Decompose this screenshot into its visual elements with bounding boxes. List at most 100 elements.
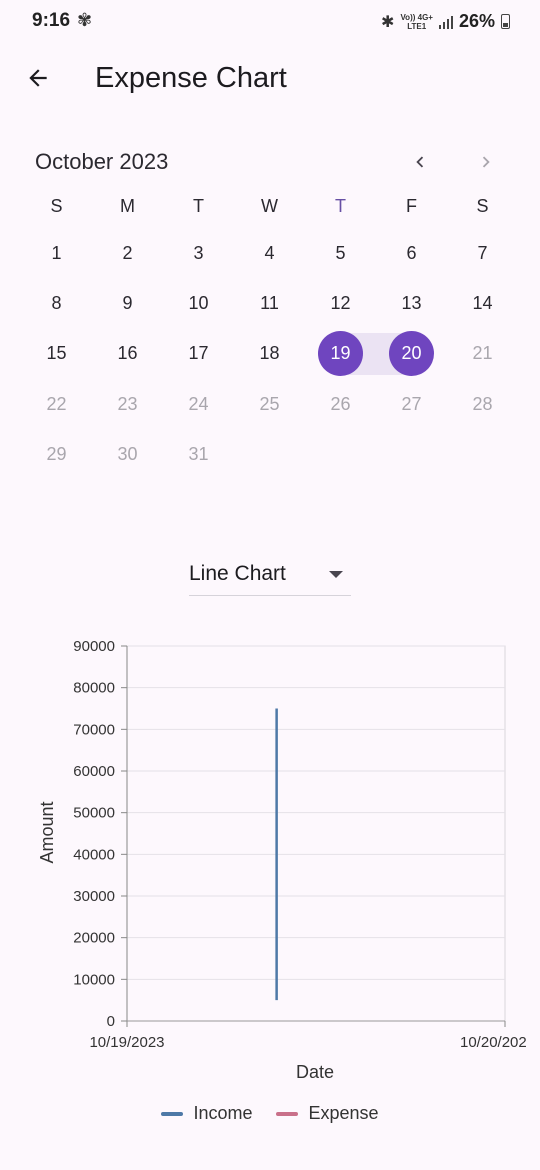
weekday-label-today: T xyxy=(335,196,346,216)
calendar-day-number: 6 xyxy=(406,242,417,263)
calendar-day-selected[interactable]: 19 xyxy=(305,329,376,379)
calendar-day-number: 14 xyxy=(472,292,493,313)
legend-swatch xyxy=(161,1111,184,1116)
back-button[interactable] xyxy=(20,60,56,96)
fan-icon: ✾ xyxy=(77,10,93,30)
calendar-day[interactable]: 27 xyxy=(376,379,447,429)
calendar-day[interactable]: 23 xyxy=(92,379,163,429)
calendar-header: October 2023 xyxy=(0,145,540,181)
calendar-week-row: 8 9 10 11 12 13 14 xyxy=(21,278,518,328)
calendar-day-number: 11 xyxy=(260,292,279,313)
previous-month-button[interactable] xyxy=(405,147,435,177)
expense-line-chart: 0 10000 20000 30000 40000 50000 60000 70000 8000… xyxy=(0,630,540,1130)
calendar-day[interactable]: 7 xyxy=(447,228,518,278)
calendar-day[interactable]: 14 xyxy=(447,278,518,328)
calendar-day-number: 15 xyxy=(46,343,67,364)
dropdown-arrow-icon xyxy=(329,571,343,578)
calendar-day-number: 7 xyxy=(477,242,488,263)
arrow-left-icon xyxy=(29,69,47,87)
status-icons: ✱ Vo)) 4G+ LTE1 26% xyxy=(381,11,510,32)
network-indicator: Vo)) 4G+ LTE1 xyxy=(400,13,433,31)
calendar-day[interactable]: 28 xyxy=(447,379,518,429)
calendar-day-number: 8 xyxy=(51,292,62,313)
chart-type-dropdown[interactable]: Line Chart xyxy=(189,555,351,596)
calendar-day-number: 13 xyxy=(401,292,422,313)
chart-legend: Income Expense xyxy=(0,1103,540,1124)
calendar-day[interactable]: 12 xyxy=(305,278,376,328)
y-tick-label: 10000 xyxy=(73,971,115,988)
y-tick-label: 0 xyxy=(107,1013,115,1030)
legend-item-expense[interactable]: Expense xyxy=(276,1103,379,1124)
chart-type-value: Line Chart xyxy=(189,562,286,585)
calendar-day[interactable]: 8 xyxy=(21,278,92,328)
calendar-day[interactable]: 26 xyxy=(305,379,376,429)
calendar-day-number: 30 xyxy=(117,443,138,464)
battery-icon xyxy=(501,14,510,29)
y-tick-label: 50000 xyxy=(73,805,115,822)
calendar-day[interactable]: 25 xyxy=(234,379,305,429)
calendar-week-row: 29 30 31 xyxy=(21,429,518,479)
calendar-day-number: 27 xyxy=(401,393,422,414)
calendar-day[interactable]: 31 xyxy=(163,429,234,479)
battery-percent: 26% xyxy=(458,11,495,31)
calendar-day-number: 21 xyxy=(472,343,493,364)
network-bottom-label: LTE1 xyxy=(407,21,427,31)
legend-item-income[interactable]: Income xyxy=(161,1103,252,1124)
calendar-grid: 1 2 3 4 5 6 7 8 9 10 11 12 13 14 15 16 17 18 19 20 21 22 23 24 2… xyxy=(21,228,518,479)
y-tick-label: 80000 xyxy=(73,680,115,697)
calendar-day[interactable]: 4 xyxy=(234,228,305,278)
bluetooth-icon: ✱ xyxy=(381,13,395,31)
calendar-day[interactable]: 2 xyxy=(92,228,163,278)
calendar-day[interactable]: 11 xyxy=(234,278,305,328)
calendar-day-number: 24 xyxy=(188,393,209,414)
calendar-day-number: 18 xyxy=(259,343,280,364)
calendar-day-number: 22 xyxy=(46,393,67,414)
calendar-day-number: 28 xyxy=(472,393,493,414)
legend-swatch xyxy=(276,1111,299,1116)
calendar-day[interactable]: 13 xyxy=(376,278,447,328)
calendar-day[interactable]: 30 xyxy=(92,429,163,479)
calendar-day[interactable]: 18 xyxy=(234,329,305,379)
calendar-day[interactable]: 5 xyxy=(305,228,376,278)
calendar-day[interactable]: 1 xyxy=(21,228,92,278)
calendar-day-number: 19 xyxy=(330,343,351,364)
calendar-day-number: 16 xyxy=(117,343,138,364)
weekday-label: S xyxy=(50,196,63,216)
calendar-day-number: 3 xyxy=(193,242,204,263)
calendar-day-number: 12 xyxy=(330,292,351,313)
calendar-day[interactable]: 9 xyxy=(92,278,163,328)
calendar-day[interactable]: 6 xyxy=(376,228,447,278)
calendar-day[interactable]: 16 xyxy=(92,329,163,379)
calendar-day[interactable]: 10 xyxy=(163,278,234,328)
calendar-day-number: 31 xyxy=(188,443,209,464)
calendar-day[interactable]: 3 xyxy=(163,228,234,278)
calendar-day-selected[interactable]: 20 xyxy=(376,329,447,379)
calendar-day[interactable]: 24 xyxy=(163,379,234,429)
calendar-day-number: 29 xyxy=(46,443,67,464)
network-top-label: Vo)) 4G+ xyxy=(400,12,433,22)
y-tick-label: 20000 xyxy=(73,930,115,947)
weekday-label: F xyxy=(406,196,417,216)
month-label: October 2023 xyxy=(35,149,169,174)
page-title: Expense Chart xyxy=(95,62,287,94)
calendar-day[interactable]: 15 xyxy=(21,329,92,379)
calendar-day[interactable]: 22 xyxy=(21,379,92,429)
calendar-day-number: 4 xyxy=(264,242,275,263)
calendar-day[interactable]: 29 xyxy=(21,429,92,479)
weekday-label: W xyxy=(261,196,278,216)
x-axis-title: Date xyxy=(296,1062,334,1082)
calendar-day-number: 10 xyxy=(188,292,209,313)
calendar-day-number: 5 xyxy=(335,242,346,263)
calendar-day[interactable]: 17 xyxy=(163,329,234,379)
next-month-button[interactable] xyxy=(471,147,501,177)
calendar-day[interactable]: 21 xyxy=(447,329,518,379)
calendar-day-number: 23 xyxy=(117,393,138,414)
calendar-day-number: 9 xyxy=(122,292,133,313)
y-tick-label: 90000 xyxy=(73,638,115,655)
weekday-header: S M T W T F S xyxy=(21,196,518,217)
calendar-week-row: 15 16 17 18 19 20 21 xyxy=(21,329,518,379)
calendar-day-number: 1 xyxy=(51,242,62,263)
y-axis-title: Amount xyxy=(37,801,57,863)
y-tick-label: 60000 xyxy=(73,763,115,780)
signal-icon xyxy=(438,15,453,29)
